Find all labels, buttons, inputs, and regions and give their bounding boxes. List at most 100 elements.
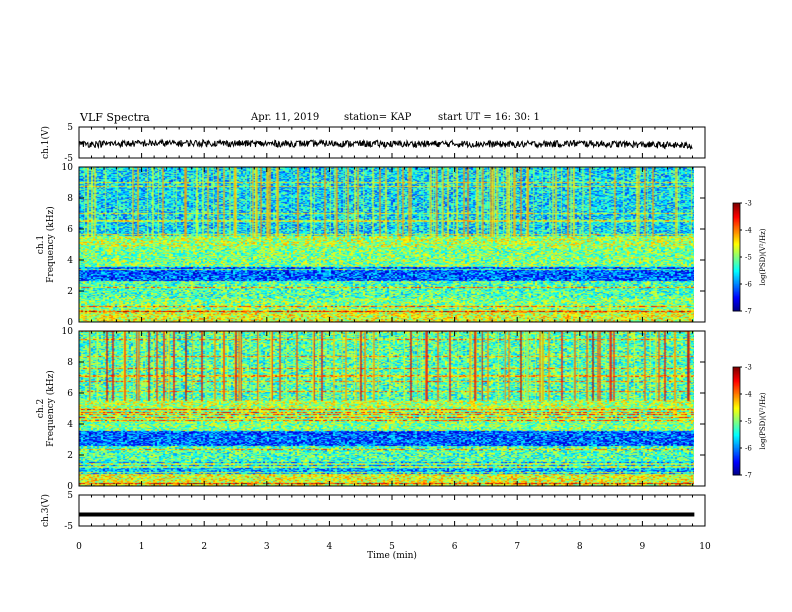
ch1-spectrogram-cbar-seg	[733, 298, 740, 301]
ch1-spectrogram-cbar-seg	[733, 217, 740, 220]
ch2-spectrogram-cbar-seg	[733, 404, 740, 407]
ch1-spectrogram-cbar-seg	[733, 296, 740, 298]
ch1-spectrogram-cbar-seg	[733, 306, 740, 309]
ch1-spectrogram-cbar-seg	[733, 203, 740, 205]
ch2-spectrogram-cbar-seg	[733, 392, 740, 395]
ch2-spectrogram-cbar-seg	[733, 402, 740, 404]
ch2-spectrogram-cbar-seg	[733, 464, 740, 467]
ch1-spectrogram-cbar-seg	[733, 262, 740, 265]
ch2-spectrogram-cbar-seg	[733, 427, 740, 430]
ch2-spectrogram-cbar-seg	[733, 473, 740, 476]
ch1-spectrogram-cbar-seg	[733, 255, 740, 258]
ch2-spectrogram-cbar-seg	[733, 461, 740, 464]
ch2-spectrogram-cbar-seg	[733, 371, 740, 373]
ch2-spectrogram-cbar-seg	[733, 430, 740, 433]
x-tick-label: 2	[201, 542, 207, 552]
ch1-spectrogram-cbar-seg	[733, 294, 740, 297]
ch1-spectrogram-cbar-seg	[733, 265, 740, 267]
ch2-freq-ytick-label: 6	[67, 389, 73, 399]
ch1-spectrogram-cbar-seg	[733, 244, 740, 247]
ch3-ytick-label: -5	[64, 522, 73, 532]
ch1-spectrogram-cbar-seg	[733, 293, 740, 296]
ch2-spectrogram-cbar-seg	[733, 391, 740, 394]
ch2-spectrogram-cbar-seg	[733, 384, 740, 387]
ch1-spectrogram-cbar-seg	[733, 309, 740, 312]
x-tick-label: 3	[264, 542, 270, 552]
cbar-tick-label: -3	[745, 200, 752, 208]
ch2-spectrogram-cbar-seg	[733, 407, 740, 410]
x-tick-label: 5	[389, 542, 395, 552]
cbar-tick-label: -4	[745, 227, 752, 235]
ch2-spectrogram-cbar-seg	[733, 453, 740, 456]
ch2-spectrogram-cbar-seg	[733, 450, 740, 453]
ch1-spectrogram-cbar-seg	[733, 263, 740, 266]
x-tick-label: 7	[514, 542, 520, 552]
ch1-spectrogram-cbar-seg	[733, 209, 740, 212]
ch1-spectrogram-cbar-seg	[733, 308, 740, 311]
ch2-spectrogram-cbar-seg	[733, 425, 740, 427]
ch1-spectrogram-cbar-seg	[733, 269, 740, 271]
ch2-spectrogram-cbar-seg	[733, 422, 740, 425]
ch2-spectrogram-cbar-seg	[733, 379, 740, 381]
ch1-spectrogram-cbar-seg	[733, 282, 740, 285]
date-label: Apr. 11, 2019	[251, 112, 320, 123]
ch2-spectrogram-cbar-seg	[733, 423, 740, 426]
ch1-spectrogram-cbar-seg	[733, 219, 740, 222]
ch1-spectrogram-cbar-seg	[733, 301, 740, 304]
ch1-spectrogram-cbar-seg	[733, 266, 740, 269]
ch2-spectrogram-cbar-seg	[733, 399, 740, 402]
ch2-freq-ylabel: Frequency (kHz)	[45, 370, 56, 447]
ch2-spectrogram-cbar-seg	[733, 469, 740, 472]
ch2-spectrogram-cbar-seg	[733, 465, 740, 468]
ch2-spectrogram-cbar-seg	[733, 457, 740, 460]
x-tick-label: 8	[577, 542, 583, 552]
ch2-spectrogram-cbar-seg	[733, 368, 740, 371]
cbar-tick-label: -4	[745, 391, 752, 399]
ch1-spectrogram-cbar-seg	[733, 252, 740, 255]
ch2-spectrogram-cbar-seg	[733, 372, 740, 375]
ch1-spectrogram-cbar-seg	[733, 286, 740, 289]
ch1-spectrogram-cbar-seg	[733, 251, 740, 254]
ch2-spectrogram-cbar-seg	[733, 412, 740, 415]
ch1-spectrogram-cbar-seg	[733, 246, 740, 249]
ch1-spectrogram-cbar-seg	[733, 271, 740, 274]
ch1-spectrogram-cbar-seg	[733, 227, 740, 230]
ch2-spectrogram-cbar-seg	[733, 373, 740, 376]
ch2-spectrogram-cbar-seg	[733, 380, 740, 383]
ch2-freq-ytick-label: 8	[67, 358, 73, 368]
ch1-spectrogram-cbar-seg	[733, 240, 740, 243]
ch1-spectrogram-cbar-seg	[733, 267, 740, 270]
ch1-spectrogram-cbar-seg	[733, 277, 740, 280]
x-tick-label: 1	[139, 542, 145, 552]
cbar-tick-label: -7	[745, 472, 752, 480]
x-tick-label: 4	[327, 542, 333, 552]
ch2-spectrogram-cbar-seg	[733, 396, 740, 399]
cbar-tick-label: -6	[745, 445, 752, 453]
ch2-freq-ytick-label: 2	[67, 451, 73, 461]
ch1-freq-ytick-label: 6	[67, 225, 73, 235]
ch1-spectrogram-cbar-seg	[733, 273, 740, 276]
ch1-spectrogram-cbar-seg	[733, 248, 740, 251]
ch2-spectrogram-cbar-seg	[733, 383, 740, 386]
ch1-spectrogram-cbar-seg	[733, 275, 740, 278]
ch1-spectrogram-cbar-seg	[733, 232, 740, 235]
ch1-spectrogram-cbar-seg	[733, 234, 740, 236]
cbar-tick-label: -5	[745, 418, 752, 426]
ch2-spectrogram-cbar-seg	[733, 403, 740, 406]
ch2-spectrogram-cbar-seg	[733, 367, 740, 369]
ch2-spectrogram-cbar-seg	[733, 431, 740, 434]
ch2-spectrogram-cbar-seg	[733, 421, 740, 423]
ch1-spectrogram-cbar-seg	[733, 302, 740, 305]
x-axis-label: Time (min)	[367, 550, 417, 561]
ch1-spectrogram-cbar-seg	[733, 239, 740, 242]
ch2-spectrogram-cbar-seg	[733, 408, 740, 411]
ch1-spectrogram-cbar-seg	[733, 274, 740, 277]
ch1-spectrogram-cbar-seg	[733, 285, 740, 288]
ch2-spectrogram-cbar-seg	[733, 385, 740, 388]
ch1-spectrogram-cbar-seg	[733, 284, 740, 286]
ch1-spectrogram-cbar-seg	[733, 288, 740, 290]
ch2-spectrogram-cbar-seg	[733, 458, 740, 461]
ch1-spectrogram-cbar-seg	[733, 278, 740, 281]
ch1-ytick-label: 5	[67, 123, 73, 133]
x-tick-label: 0	[76, 542, 82, 552]
